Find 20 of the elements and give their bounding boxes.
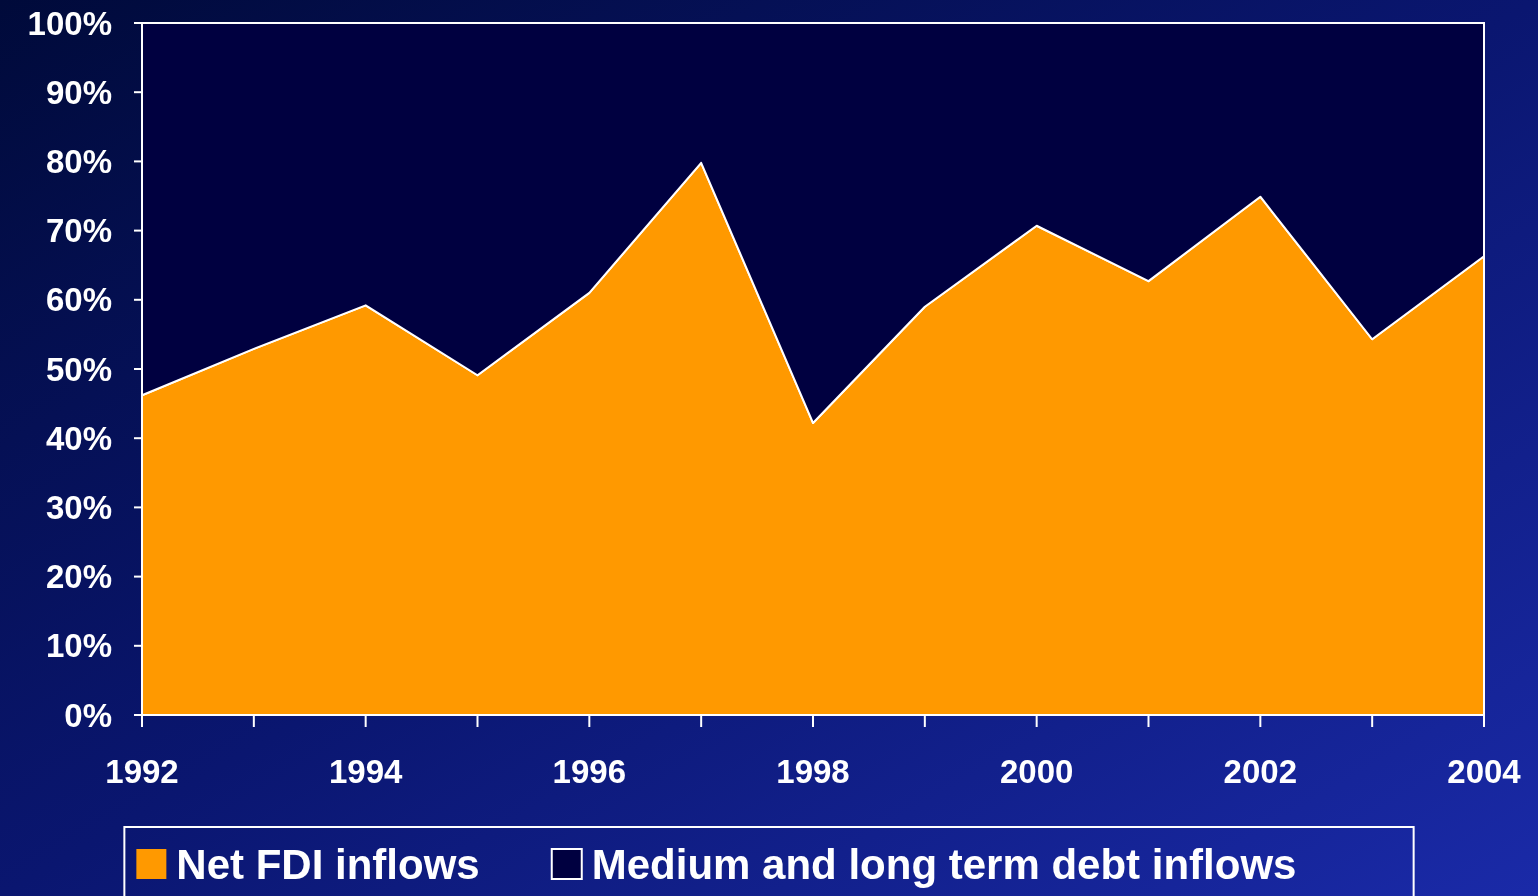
x-tick-label: 2000 bbox=[999, 753, 1074, 790]
x-tick-label: 1992 bbox=[105, 753, 179, 790]
y-tick-label: 80% bbox=[45, 142, 112, 180]
x-tick-label: 2002 bbox=[1223, 753, 1298, 790]
y-tick-label: 50% bbox=[45, 350, 112, 388]
y-tick-label: 30% bbox=[45, 488, 112, 526]
y-tick-label: 20% bbox=[45, 558, 112, 596]
x-tick-label: 1998 bbox=[776, 753, 850, 790]
text: Net FDI inflows bbox=[176, 841, 480, 888]
y-tick-label: 10% bbox=[45, 627, 112, 665]
y-tick-label: 0% bbox=[64, 696, 112, 734]
x-tick-label: 2004 bbox=[1447, 753, 1522, 790]
x-tick-label: 1996 bbox=[552, 753, 627, 790]
y-tick-label: 90% bbox=[45, 73, 112, 111]
x-tick-label: 1994 bbox=[328, 753, 404, 790]
y-tick-label: 40% bbox=[45, 419, 112, 457]
y-tick-label: 60% bbox=[45, 281, 112, 319]
y-tick-label: 100% bbox=[27, 4, 112, 42]
y-tick-label: 70% bbox=[45, 212, 112, 250]
legend-label: Medium and long term debt inflows bbox=[591, 841, 1297, 888]
